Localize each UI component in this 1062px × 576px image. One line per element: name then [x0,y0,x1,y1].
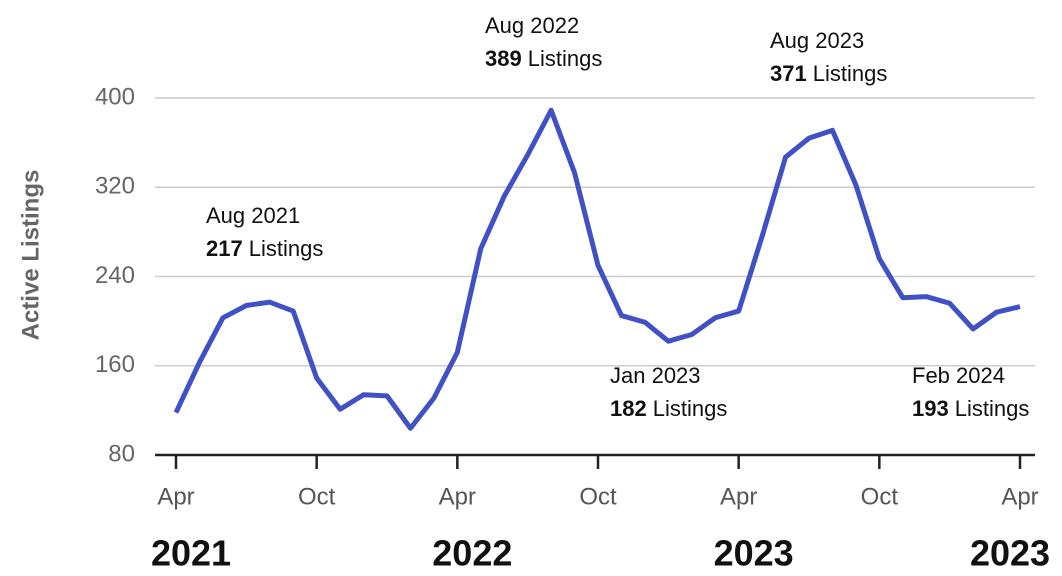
annotation-label: Aug 2022 [485,13,579,38]
annotation-value: 182 Listings [610,396,727,421]
year-label: 2023 [714,533,794,574]
annotation-label: Aug 2021 [206,203,300,228]
annotation-number: 193 [912,396,949,421]
x-tick-label: Apr [439,483,476,510]
data-line [173,107,1021,431]
annotation-unit: Listings [653,396,728,421]
year-label: 2021 [151,533,231,574]
y-tick-label: 320 [95,173,135,200]
x-tick-label: Oct [579,483,617,510]
y-tick-label: 160 [95,351,135,378]
annotation-number: 389 [485,46,522,71]
annotation-unit: Listings [249,236,324,261]
annotation-label: Aug 2023 [770,28,864,53]
y-axis-label: Active Listings [17,170,44,341]
x-tick-label: Apr [1001,483,1038,510]
annotation-number: 182 [610,396,647,421]
y-tick-label: 80 [108,440,135,467]
annotation-value: 389 Listings [485,46,602,71]
x-tick-label: Oct [861,483,899,510]
annotation-label: Jan 2023 [610,363,701,388]
annotation-number: 371 [770,61,807,86]
annotation-value: 193 Listings [912,396,1029,421]
annotation-value: 217 Listings [206,236,323,261]
x-tick-label: Oct [298,483,336,510]
annotation-unit: Listings [955,396,1030,421]
year-label: 2023 [970,533,1050,574]
annotation-unit: Listings [528,46,603,71]
y-tick-label: 400 [95,83,135,110]
annotation-label: Feb 2024 [912,363,1005,388]
x-tick-label: Apr [157,483,194,510]
y-tick-label: 240 [95,262,135,289]
annotation-number: 217 [206,236,243,261]
annotation-value: 371 Listings [770,61,887,86]
year-label: 2022 [432,533,512,574]
x-tick-label: Apr [720,483,757,510]
annotation-unit: Listings [813,61,888,86]
